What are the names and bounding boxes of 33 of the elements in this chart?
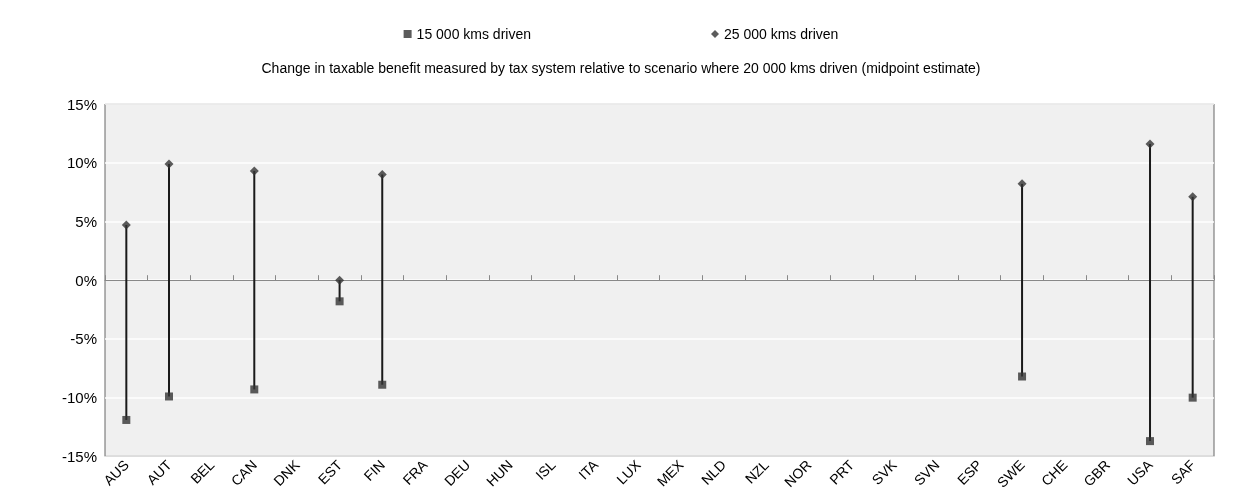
y-tick-label: 5%: [75, 212, 97, 230]
point: [335, 297, 344, 306]
x-tick-label: FIN: [360, 456, 388, 484]
y-tick-label: -5%: [70, 330, 97, 348]
y-tick-label: 0%: [75, 271, 97, 289]
point: [1018, 372, 1027, 381]
x-tick-label: USA: [1124, 456, 1157, 489]
point: [1146, 437, 1155, 446]
point: [1145, 139, 1155, 149]
y-tick-label: 15%: [66, 95, 97, 113]
point: [335, 275, 345, 285]
legend-label: 15 000 kms driven: [416, 26, 532, 42]
point: [122, 415, 131, 424]
point: [121, 220, 131, 230]
legend-label: 25 000 kms driven: [724, 26, 839, 42]
point: [249, 166, 259, 176]
x-tick-label: NZL: [741, 456, 772, 487]
x-tick-label: ISL: [532, 456, 559, 483]
y-tick-label: -15%: [61, 447, 97, 465]
point: [164, 159, 174, 169]
x-tick-label: ITA: [575, 456, 602, 483]
point: [1188, 393, 1197, 402]
x-tick-label: FRA: [399, 456, 432, 488]
chart-title: Change in taxable benefit measured by tax system relative to scenario where 20 000 kms driven (midpoint estimate): [261, 60, 981, 76]
y-tick-label: 10%: [66, 154, 97, 172]
point: [164, 392, 173, 401]
x-tick-label: BEL: [187, 456, 218, 487]
point: [250, 385, 259, 394]
point: [1017, 179, 1027, 189]
y-tick-label: -10%: [61, 389, 97, 407]
point: [377, 169, 387, 179]
point: [1188, 192, 1198, 202]
point: [378, 380, 387, 389]
